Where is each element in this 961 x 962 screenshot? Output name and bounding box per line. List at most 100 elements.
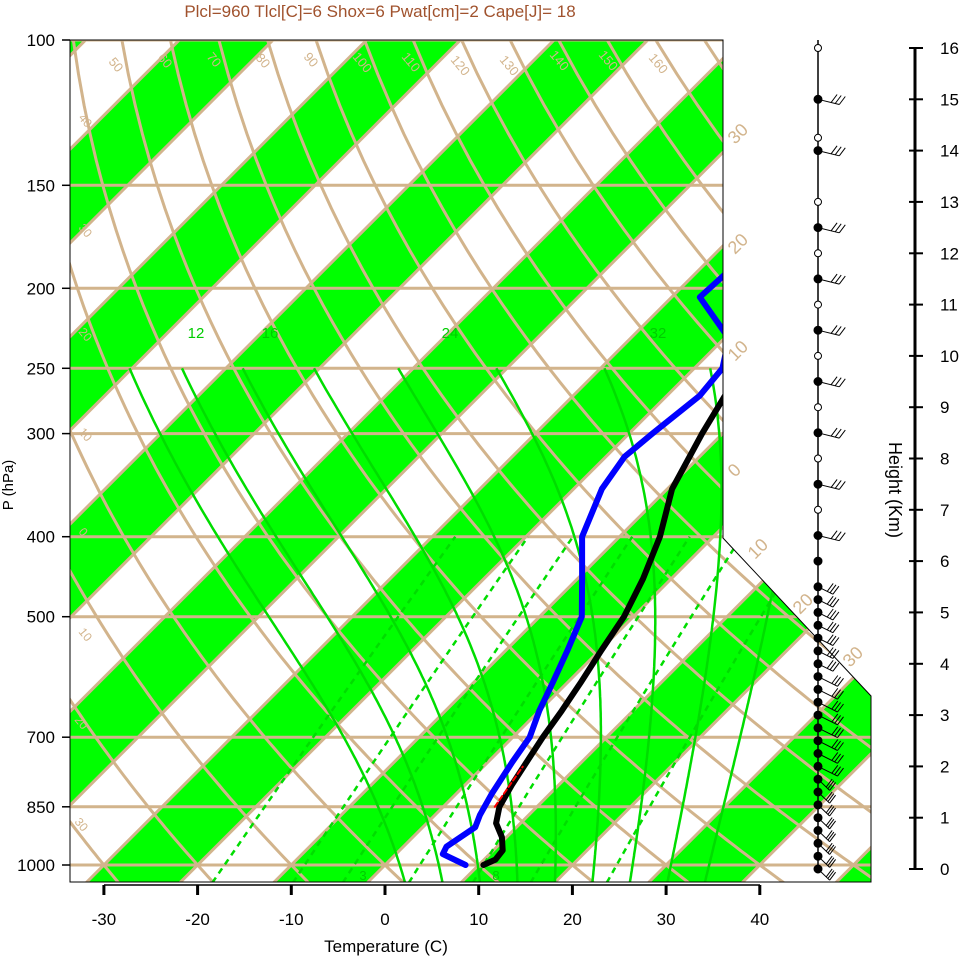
wind-barb-flag	[831, 531, 837, 539]
wind-level-dot	[815, 45, 822, 52]
isotherm-edge-label: 10	[744, 535, 772, 563]
wind-barb-flag	[839, 379, 845, 387]
wind-level-dot	[815, 198, 822, 205]
moist-adiabat-label: 32	[650, 325, 667, 342]
wind-barb-flag	[830, 808, 836, 816]
pressure-tick-label: 700	[27, 728, 55, 747]
moist-adiabat-label: 24	[442, 325, 459, 342]
left-edge-label: 10	[76, 425, 96, 444]
x-axis-label: Temperature (C)	[324, 937, 448, 956]
temperature-tick-label: 0	[380, 910, 389, 929]
wind-barb-flag	[835, 480, 841, 488]
mixing-ratio-label: 8	[492, 868, 499, 883]
wind-barb-flag	[839, 97, 845, 105]
height-axis-label: Height (Km)	[885, 442, 905, 538]
wind-barb-flag	[826, 830, 832, 838]
temperature-tick-label: 20	[563, 910, 582, 929]
height-tick-label: 16	[940, 39, 959, 58]
wind-level-dot	[815, 352, 822, 359]
wind-barb-flag	[826, 818, 832, 826]
wind-barb-flag	[835, 326, 841, 334]
wind-barb-flag	[831, 377, 837, 385]
height-tick-label: 7	[940, 501, 949, 520]
isotherm-line	[926, 2, 961, 886]
height-tick-label: 13	[940, 193, 959, 212]
isotherm-edge-label: 0	[724, 460, 745, 481]
temperature-tick-label: 10	[469, 910, 488, 929]
pressure-tick-label: 1000	[17, 856, 55, 875]
isotherm-edge-label: 20	[724, 230, 752, 258]
dry-adiabat-label: 90	[301, 49, 322, 70]
wind-level-dot	[815, 455, 822, 462]
wind-barb-flag	[839, 533, 845, 541]
height-tick-label: 0	[940, 860, 949, 879]
pressure-tick-label: 200	[27, 279, 55, 298]
temperature-tick-label: 40	[750, 910, 769, 929]
height-tick-label: 8	[940, 450, 949, 469]
pressure-tick-label: 850	[27, 798, 55, 817]
wind-barb-flag	[828, 819, 834, 827]
height-tick-label: 15	[940, 90, 959, 109]
temperature-tick-label: 30	[657, 910, 676, 929]
isotherm-line	[0, 2, 30, 886]
wind-barb-flag	[839, 148, 845, 156]
height-tick-label: 2	[940, 757, 949, 776]
wind-barb-flag	[839, 276, 845, 284]
wind-level-dot	[814, 557, 822, 565]
height-tick-label: 3	[940, 706, 949, 725]
wind-barb-flag	[831, 95, 837, 103]
wind-barb-flag	[835, 532, 841, 540]
dry-adiabat-label: 160	[646, 50, 671, 76]
wind-barb-flag	[831, 325, 837, 333]
wind-barb-flag	[835, 429, 841, 437]
pressure-tick-label: 250	[27, 359, 55, 378]
wind-barb-flag	[830, 821, 836, 829]
height-tick-label: 4	[940, 655, 949, 674]
wind-barb-flag	[839, 327, 845, 335]
wind-level-dot	[815, 301, 822, 308]
wind-barb-flag	[826, 856, 832, 864]
wind-barb-flag	[839, 225, 845, 233]
dry-adiabat-line	[917, 2, 961, 886]
temperature-tick-label: -20	[185, 910, 210, 929]
chart-title: Plcl=960 Tlcl[C]=6 Shox=6 Pwat[cm]=2 Cap…	[184, 2, 575, 21]
height-tick-label: 12	[940, 244, 959, 263]
pressure-tick-label: 300	[27, 425, 55, 444]
wind-barb-flag	[831, 274, 837, 282]
wind-level-dot	[815, 404, 822, 411]
wind-barb-flag	[826, 869, 832, 877]
wind-barb-flag	[835, 96, 841, 104]
wind-level-dot	[815, 134, 822, 141]
wind-barb-flag	[828, 832, 834, 840]
wind-barb-flag	[830, 834, 836, 842]
isotherm-edge-label: 10	[724, 337, 752, 365]
wind-barb-flag	[835, 275, 841, 283]
pressure-tick-label: 100	[27, 31, 55, 50]
wind-barb-flag	[835, 147, 841, 155]
height-tick-label: 9	[940, 398, 949, 417]
pressure-tick-label: 500	[27, 608, 55, 627]
wind-barb-flag	[839, 430, 845, 438]
mixing-ratio-label: 3	[359, 868, 366, 883]
temperature-tick-label: -30	[92, 910, 117, 929]
wind-barb-flag	[831, 146, 837, 154]
isotherm-edge-label: 30	[724, 120, 752, 148]
moist-adiabat-label: 12	[188, 325, 205, 342]
wind-barb-flag	[831, 223, 837, 231]
wind-barb-flag	[835, 378, 841, 386]
height-tick-label: 14	[940, 142, 959, 161]
wind-level-dot	[815, 506, 822, 513]
left-edge-label: 30	[72, 815, 92, 834]
pressure-tick-label: 150	[27, 176, 55, 195]
wind-barb-flag	[828, 871, 834, 879]
pressure-tick-label: 400	[27, 528, 55, 547]
height-tick-label: 5	[940, 603, 949, 622]
left-edge-label: 10	[76, 625, 96, 644]
height-tick-label: 1	[940, 809, 949, 828]
wind-level-dot	[815, 250, 822, 257]
moist-adiabat-label: 16	[262, 325, 279, 342]
height-tick-label: 6	[940, 552, 949, 571]
wind-barb-flag	[839, 481, 845, 489]
